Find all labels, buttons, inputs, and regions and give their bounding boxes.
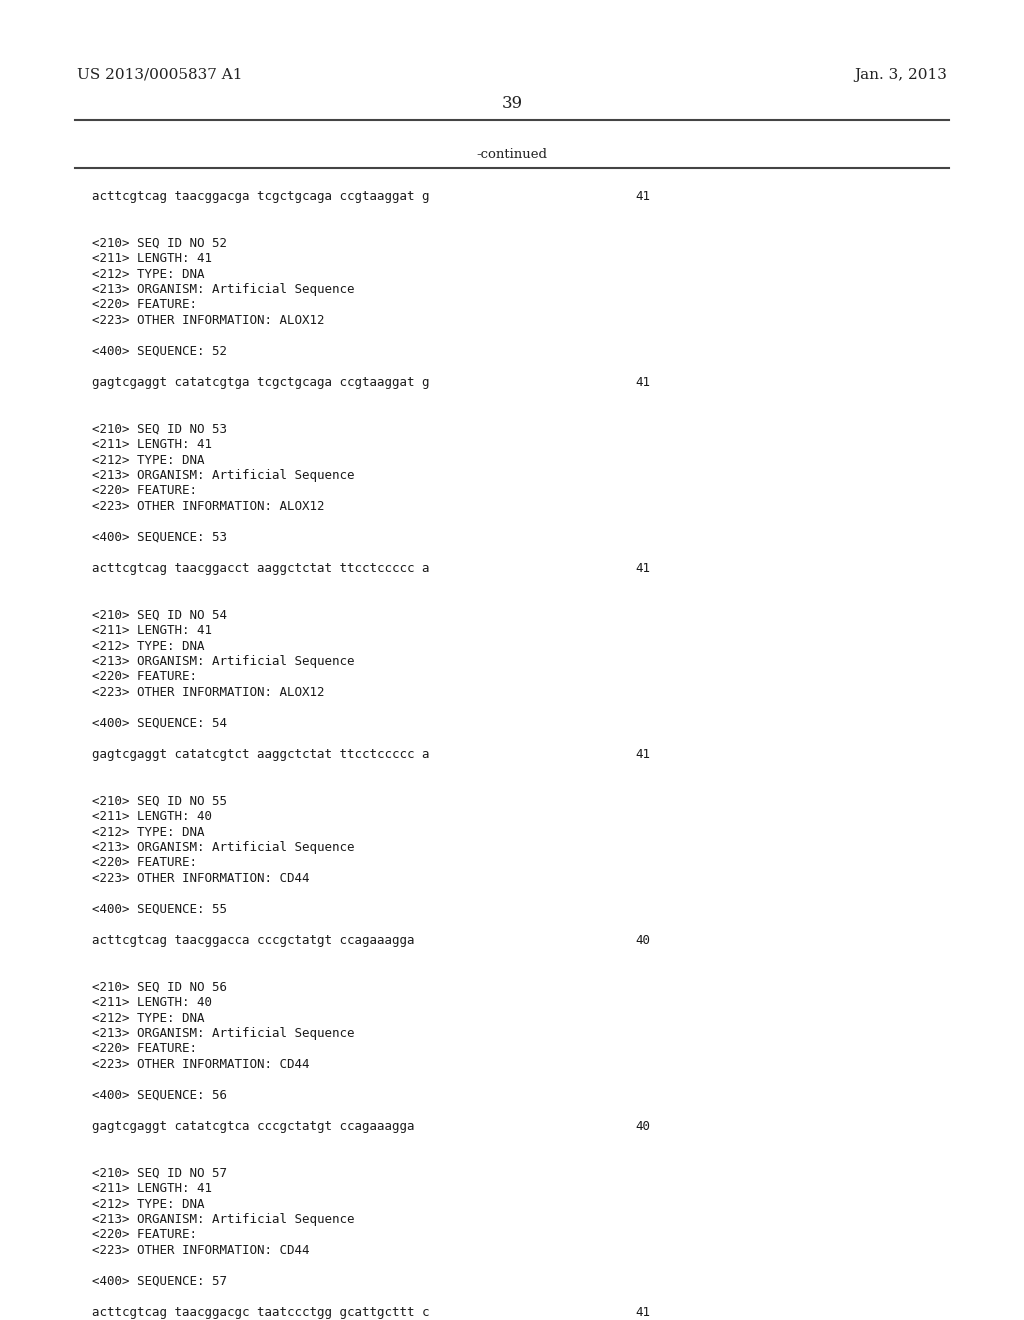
- Text: <213> ORGANISM: Artificial Sequence: <213> ORGANISM: Artificial Sequence: [92, 841, 354, 854]
- Text: <400> SEQUENCE: 53: <400> SEQUENCE: 53: [92, 531, 227, 544]
- Text: <210> SEQ ID NO 55: <210> SEQ ID NO 55: [92, 795, 227, 808]
- Text: <400> SEQUENCE: 55: <400> SEQUENCE: 55: [92, 903, 227, 916]
- Text: acttcgtcag taacggacct aaggctctat ttcctccccc a: acttcgtcag taacggacct aaggctctat ttcctcc…: [92, 562, 430, 576]
- Text: <223> OTHER INFORMATION: ALOX12: <223> OTHER INFORMATION: ALOX12: [92, 686, 325, 700]
- Text: <211> LENGTH: 40: <211> LENGTH: 40: [92, 997, 212, 1008]
- Text: <213> ORGANISM: Artificial Sequence: <213> ORGANISM: Artificial Sequence: [92, 469, 354, 482]
- Text: <212> TYPE: DNA: <212> TYPE: DNA: [92, 1197, 205, 1210]
- Text: <223> OTHER INFORMATION: CD44: <223> OTHER INFORMATION: CD44: [92, 1243, 309, 1257]
- Text: -continued: -continued: [476, 148, 548, 161]
- Text: <223> OTHER INFORMATION: ALOX12: <223> OTHER INFORMATION: ALOX12: [92, 500, 325, 513]
- Text: 41: 41: [635, 1305, 650, 1319]
- Text: gagtcgaggt catatcgtca cccgctatgt ccagaaagga: gagtcgaggt catatcgtca cccgctatgt ccagaaa…: [92, 1119, 415, 1133]
- Text: <220> FEATURE:: <220> FEATURE:: [92, 298, 198, 312]
- Text: <400> SEQUENCE: 54: <400> SEQUENCE: 54: [92, 717, 227, 730]
- Text: <223> OTHER INFORMATION: CD44: <223> OTHER INFORMATION: CD44: [92, 873, 309, 884]
- Text: <210> SEQ ID NO 52: <210> SEQ ID NO 52: [92, 236, 227, 249]
- Text: 41: 41: [635, 190, 650, 203]
- Text: 40: 40: [635, 935, 650, 946]
- Text: <210> SEQ ID NO 53: <210> SEQ ID NO 53: [92, 422, 227, 436]
- Text: acttcgtcag taacggacgc taatccctgg gcattgcttt c: acttcgtcag taacggacgc taatccctgg gcattgc…: [92, 1305, 430, 1319]
- Text: acttcgtcag taacggacga tcgctgcaga ccgtaaggat g: acttcgtcag taacggacga tcgctgcaga ccgtaag…: [92, 190, 430, 203]
- Text: 40: 40: [635, 1119, 650, 1133]
- Text: <211> LENGTH: 41: <211> LENGTH: 41: [92, 438, 212, 451]
- Text: <212> TYPE: DNA: <212> TYPE: DNA: [92, 825, 205, 838]
- Text: <213> ORGANISM: Artificial Sequence: <213> ORGANISM: Artificial Sequence: [92, 282, 354, 296]
- Text: <400> SEQUENCE: 57: <400> SEQUENCE: 57: [92, 1275, 227, 1288]
- Text: <213> ORGANISM: Artificial Sequence: <213> ORGANISM: Artificial Sequence: [92, 1213, 354, 1226]
- Text: 41: 41: [635, 562, 650, 576]
- Text: gagtcgaggt catatcgtct aaggctctat ttcctccccc a: gagtcgaggt catatcgtct aaggctctat ttcctcc…: [92, 748, 430, 762]
- Text: 41: 41: [635, 748, 650, 762]
- Text: 41: 41: [635, 376, 650, 389]
- Text: US 2013/0005837 A1: US 2013/0005837 A1: [77, 69, 243, 82]
- Text: Jan. 3, 2013: Jan. 3, 2013: [854, 69, 947, 82]
- Text: <223> OTHER INFORMATION: ALOX12: <223> OTHER INFORMATION: ALOX12: [92, 314, 325, 327]
- Text: <213> ORGANISM: Artificial Sequence: <213> ORGANISM: Artificial Sequence: [92, 655, 354, 668]
- Text: 39: 39: [502, 95, 522, 112]
- Text: acttcgtcag taacggacca cccgctatgt ccagaaagga: acttcgtcag taacggacca cccgctatgt ccagaaa…: [92, 935, 415, 946]
- Text: <400> SEQUENCE: 56: <400> SEQUENCE: 56: [92, 1089, 227, 1102]
- Text: <212> TYPE: DNA: <212> TYPE: DNA: [92, 268, 205, 281]
- Text: <210> SEQ ID NO 54: <210> SEQ ID NO 54: [92, 609, 227, 622]
- Text: <220> FEATURE:: <220> FEATURE:: [92, 857, 198, 870]
- Text: <400> SEQUENCE: 52: <400> SEQUENCE: 52: [92, 345, 227, 358]
- Text: <210> SEQ ID NO 57: <210> SEQ ID NO 57: [92, 1167, 227, 1180]
- Text: <223> OTHER INFORMATION: CD44: <223> OTHER INFORMATION: CD44: [92, 1059, 309, 1071]
- Text: <212> TYPE: DNA: <212> TYPE: DNA: [92, 639, 205, 652]
- Text: <211> LENGTH: 41: <211> LENGTH: 41: [92, 1181, 212, 1195]
- Text: <210> SEQ ID NO 56: <210> SEQ ID NO 56: [92, 981, 227, 994]
- Text: <211> LENGTH: 41: <211> LENGTH: 41: [92, 252, 212, 265]
- Text: <211> LENGTH: 41: <211> LENGTH: 41: [92, 624, 212, 638]
- Text: <220> FEATURE:: <220> FEATURE:: [92, 1043, 198, 1056]
- Text: <212> TYPE: DNA: <212> TYPE: DNA: [92, 1011, 205, 1024]
- Text: <220> FEATURE:: <220> FEATURE:: [92, 484, 198, 498]
- Text: <220> FEATURE:: <220> FEATURE:: [92, 1229, 198, 1242]
- Text: <213> ORGANISM: Artificial Sequence: <213> ORGANISM: Artificial Sequence: [92, 1027, 354, 1040]
- Text: <211> LENGTH: 40: <211> LENGTH: 40: [92, 810, 212, 822]
- Text: <212> TYPE: DNA: <212> TYPE: DNA: [92, 454, 205, 466]
- Text: <220> FEATURE:: <220> FEATURE:: [92, 671, 198, 684]
- Text: gagtcgaggt catatcgtga tcgctgcaga ccgtaaggat g: gagtcgaggt catatcgtga tcgctgcaga ccgtaag…: [92, 376, 430, 389]
